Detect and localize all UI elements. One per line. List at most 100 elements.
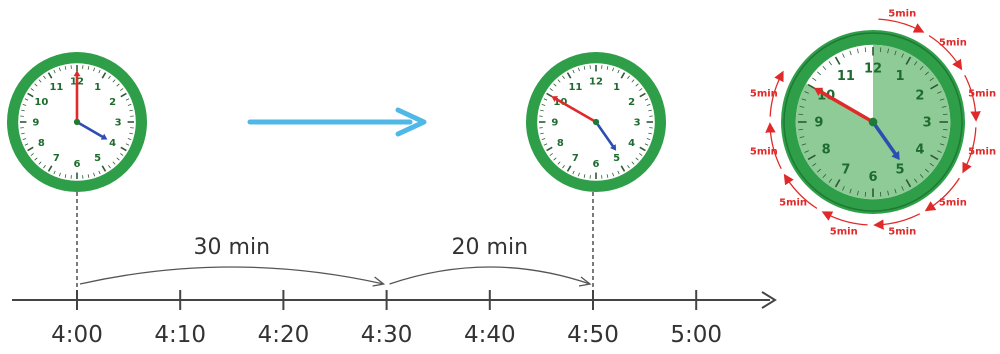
hour-tick xyxy=(834,56,841,65)
minute-tick xyxy=(87,174,90,178)
minute-tick xyxy=(553,83,557,87)
minute-tick xyxy=(58,67,61,72)
five-min-label: 5min xyxy=(750,147,778,158)
clock-number: 3 xyxy=(115,118,122,129)
clock-number: 6 xyxy=(74,159,81,170)
minute-tick xyxy=(120,153,124,156)
five-min-arc xyxy=(783,173,818,209)
five-min-arc xyxy=(873,213,921,230)
hour-tick xyxy=(546,92,553,98)
hour-tick xyxy=(101,165,107,172)
minute-tick xyxy=(93,67,96,72)
minute-tick xyxy=(817,168,822,173)
interval-arc-head xyxy=(578,276,592,287)
clock-number: 8 xyxy=(557,138,564,149)
minute-tick xyxy=(127,103,132,106)
five-min-arc xyxy=(821,211,868,226)
hour-tick xyxy=(905,179,912,188)
clock-number: 12 xyxy=(864,62,882,77)
minute-tick xyxy=(901,186,904,191)
minute-tick xyxy=(639,153,643,156)
hour-tick xyxy=(120,92,127,98)
minute-tick xyxy=(549,88,553,91)
minute-tick xyxy=(799,106,805,108)
minute-tick xyxy=(804,150,809,153)
minute-tick xyxy=(53,69,56,74)
hour-tick xyxy=(120,146,127,152)
minute-tick xyxy=(627,165,630,169)
minute-tick xyxy=(541,103,546,106)
five-min-arc xyxy=(964,74,981,122)
minute-tick xyxy=(583,174,586,178)
minute-tick xyxy=(627,75,630,79)
clock-start: 121234567891011 xyxy=(7,52,147,192)
minute-tick xyxy=(120,88,124,91)
minute-tick xyxy=(937,150,942,153)
hour-tick xyxy=(639,92,646,98)
minute-tick xyxy=(822,66,827,71)
timeline: 4:00 4:10 4:20 4:30 4:40 4:50 5:00 30 min 20 min xyxy=(12,192,777,348)
minute-tick xyxy=(914,178,918,183)
minute-tick xyxy=(24,143,29,146)
minute-tick xyxy=(812,163,817,167)
minute-tick xyxy=(804,91,809,94)
five-min-arc xyxy=(928,35,963,71)
minute-tick xyxy=(583,66,586,70)
timeline-tick-label: 4:10 xyxy=(154,322,206,348)
timeline-tick-label: 5:00 xyxy=(670,322,722,348)
clock-number: 1 xyxy=(613,82,620,93)
minute-tick xyxy=(941,106,947,108)
five-min-label: 5min xyxy=(968,147,996,158)
minute-tick xyxy=(21,132,25,135)
minute-tick xyxy=(108,165,111,169)
minute-tick xyxy=(562,165,565,169)
minute-tick xyxy=(540,109,544,112)
minute-tick xyxy=(799,136,805,138)
minute-tick xyxy=(901,53,904,58)
minute-tick xyxy=(540,132,544,135)
clock-number: 5 xyxy=(896,163,905,178)
clock-number: 9 xyxy=(551,118,558,129)
minute-tick xyxy=(648,109,652,112)
hour-tick xyxy=(639,146,646,152)
minute-tick xyxy=(577,67,580,72)
clock-number: 4 xyxy=(109,138,116,149)
clock-center xyxy=(868,117,878,127)
five-min-arc xyxy=(765,122,782,170)
five-min-label: 5min xyxy=(939,38,967,49)
clock-number: 6 xyxy=(593,159,600,170)
timeline-tick-label: 4:30 xyxy=(361,322,413,348)
minute-tick xyxy=(635,83,639,87)
minute-tick xyxy=(129,132,133,135)
minute-tick xyxy=(617,170,620,175)
hour-hand xyxy=(871,120,897,156)
clock-number: 9 xyxy=(814,116,823,131)
clock-number: 11 xyxy=(837,69,855,84)
clock-center xyxy=(592,118,600,126)
minute-tick xyxy=(125,143,130,146)
minute-tick xyxy=(644,143,649,146)
minute-hand-tip xyxy=(73,70,81,77)
arrow-head xyxy=(395,107,427,137)
minute-tick xyxy=(125,98,130,101)
minute-tick xyxy=(857,190,859,196)
hour-hand xyxy=(594,120,615,148)
clock-center xyxy=(73,118,81,126)
elapsed-arrow xyxy=(247,107,427,137)
minute-tick xyxy=(828,61,832,66)
hour-tick xyxy=(27,92,34,98)
five-min-label: 5min xyxy=(888,227,916,238)
minute-tick xyxy=(849,188,852,194)
minute-hand-tip xyxy=(813,87,824,96)
five-min-label: 5min xyxy=(939,197,967,208)
clock-end: 121234567891011 xyxy=(526,52,666,192)
minute-tick xyxy=(924,168,929,173)
hour-tick xyxy=(905,56,912,65)
minute-tick xyxy=(22,138,27,141)
minute-tick xyxy=(894,50,897,56)
minute-tick xyxy=(98,69,101,74)
clock-number: 7 xyxy=(841,163,850,178)
clock-number: 4 xyxy=(628,138,635,149)
minute-tick xyxy=(857,48,859,54)
